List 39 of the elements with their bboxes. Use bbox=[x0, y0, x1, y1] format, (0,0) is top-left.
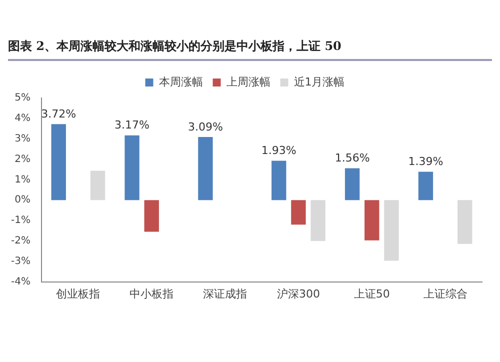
bar bbox=[310, 200, 326, 241]
data-label: 1.39% bbox=[408, 155, 444, 168]
y-tick-label: 5% bbox=[14, 92, 30, 104]
bar bbox=[418, 172, 434, 200]
y-tick-label: -1% bbox=[10, 215, 30, 226]
x-tick-label: 沪深300 bbox=[276, 287, 320, 300]
data-label: 3.09% bbox=[188, 120, 223, 134]
y-tick-label: -2% bbox=[10, 236, 30, 247]
data-label: 1.56% bbox=[334, 152, 370, 165]
y-tick-label: 4% bbox=[14, 113, 30, 124]
y-tick-label: -4% bbox=[10, 276, 30, 288]
y-tick-label: 3% bbox=[14, 133, 30, 144]
legend-label: 上周涨幅 bbox=[226, 75, 270, 88]
bar bbox=[364, 200, 380, 240]
data-label: 3.72% bbox=[41, 108, 76, 120]
bar bbox=[51, 124, 66, 200]
chart-title: 图表 2、本周涨幅较大和涨幅较小的分别是中小板指，上证 50 bbox=[8, 8, 492, 61]
y-tick-label: 2% bbox=[14, 154, 30, 165]
bar bbox=[272, 160, 286, 200]
bar bbox=[344, 168, 360, 200]
x-tick-label: 上证综合 bbox=[423, 287, 468, 300]
bar bbox=[458, 200, 472, 244]
x-tick-label: 上证50 bbox=[354, 287, 390, 300]
y-tick-label: -3% bbox=[10, 256, 30, 267]
bar bbox=[124, 135, 140, 200]
x-tick-label: 创业板指 bbox=[56, 287, 100, 300]
x-tick-label: 中小板指 bbox=[130, 287, 174, 300]
x-tick-label: 深证成指 bbox=[203, 287, 248, 300]
bar bbox=[198, 137, 213, 200]
legend-label: 本周涨幅 bbox=[158, 75, 203, 88]
y-tick-label: 0% bbox=[14, 194, 30, 206]
data-label: 1.93% bbox=[261, 144, 296, 158]
bar bbox=[384, 200, 399, 261]
bar bbox=[291, 200, 306, 225]
bar bbox=[144, 200, 159, 232]
legend-label: 近1月涨幅 bbox=[294, 75, 345, 88]
data-label: 3.17% bbox=[114, 118, 150, 132]
y-tick-label: 1% bbox=[14, 174, 30, 186]
bar bbox=[90, 170, 106, 200]
